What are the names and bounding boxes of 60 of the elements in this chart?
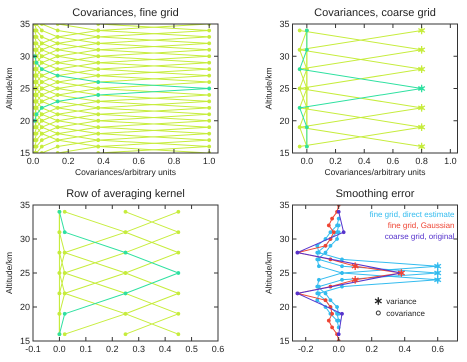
x-tick-label: 0.5 xyxy=(185,344,198,354)
y-tick-label: 25 xyxy=(20,268,30,278)
y-tick-label: 15 xyxy=(20,148,30,158)
y-tick-label: 30 xyxy=(279,234,290,244)
y-tick-label: 30 xyxy=(279,51,290,62)
y-tick-label: 15 xyxy=(20,336,30,346)
x-tick-label: 0.0 xyxy=(300,156,314,166)
y-tick-label: 20 xyxy=(279,116,290,126)
x-tick-label: 0.4 xyxy=(97,156,110,166)
x-tick-label: 0.2 xyxy=(365,344,378,354)
x-tick-label: 0.8 xyxy=(415,156,428,166)
y-tick-label: 25 xyxy=(20,84,30,94)
x-tick-label: 0.4 xyxy=(358,156,370,166)
x-tick-label: 0.4 xyxy=(398,344,411,354)
text: coarse grid, original xyxy=(384,232,455,241)
x-tick-label: 0.1 xyxy=(80,344,92,354)
y-axis-title: Altitude/km xyxy=(264,67,274,110)
x-tick-label: 0.3 xyxy=(132,344,145,354)
y-tick-label: 25 xyxy=(279,84,290,94)
y-tick-label: 35 xyxy=(20,19,30,29)
x-tick-label: 0.0 xyxy=(26,156,40,166)
text: fine grid, direct estimate xyxy=(370,210,456,219)
y-tick-label: 20 xyxy=(20,116,30,126)
chart-title: Smoothing error xyxy=(336,188,415,200)
y-axis-title: Altitude/km xyxy=(264,252,274,294)
y-tick-label: 30 xyxy=(20,51,30,62)
annotation: covariance xyxy=(386,309,426,318)
y-tick-label: 30 xyxy=(20,234,30,244)
x-tick-label: 0.8 xyxy=(168,156,180,166)
y-tick-label: 15 xyxy=(279,148,290,158)
x-axis-title: Covariances/arbitrary units xyxy=(324,167,426,177)
y-tick-label: 25 xyxy=(279,268,290,278)
text: fine grid, Gaussian xyxy=(388,221,454,230)
x-tick-label: 0.6 xyxy=(212,344,224,354)
y-tick-label: 35 xyxy=(279,200,290,210)
x-tick-label: 0.6 xyxy=(132,156,145,166)
x-tick-label: 0.0 xyxy=(332,344,345,354)
x-tick-label: 0.6 xyxy=(431,344,444,354)
y-tick-label: 20 xyxy=(20,302,30,312)
x-axis-title: Covariances/arbitrary units xyxy=(74,167,176,177)
x-tick-label: 1.0 xyxy=(444,156,457,166)
x-tick-label: -0.2 xyxy=(298,344,314,354)
y-tick-label: 15 xyxy=(279,336,290,346)
x-tick-label: -0.1 xyxy=(25,344,41,354)
y-axis-title: Altitude/km xyxy=(4,67,14,110)
y-axis-title: Altitude/km xyxy=(4,252,14,294)
chart-title: Row of averaging kernel xyxy=(66,188,185,200)
x-tick-label: 0.4 xyxy=(158,344,172,354)
x-tick-label: 0.0 xyxy=(53,344,66,354)
x-tick-label: 0.2 xyxy=(329,156,342,166)
chart-title: Covariances, fine grid xyxy=(72,7,179,19)
y-tick-label: 20 xyxy=(279,302,290,312)
x-tick-label: 0.6 xyxy=(386,156,400,166)
x-tick-label: 1.0 xyxy=(202,156,216,166)
x-tick-label: 0.2 xyxy=(106,344,119,354)
y-tick-label: 35 xyxy=(279,19,290,29)
chart-title: Covariances, coarse grid xyxy=(314,7,436,19)
annotation: variance xyxy=(386,297,418,306)
x-tick-label: 0.2 xyxy=(62,156,74,166)
y-tick-label: 35 xyxy=(20,200,30,210)
